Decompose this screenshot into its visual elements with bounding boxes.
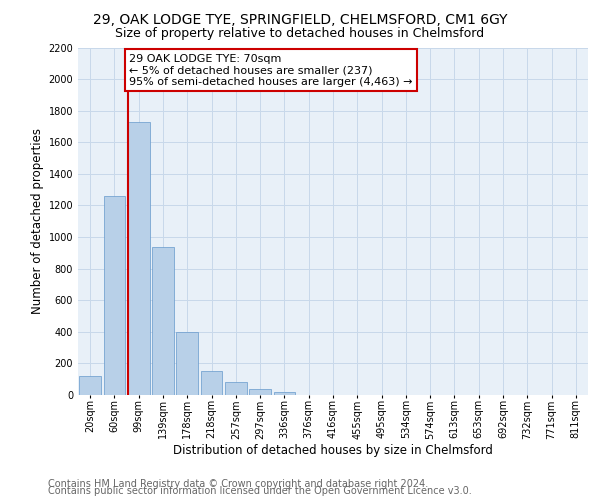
X-axis label: Distribution of detached houses by size in Chelmsford: Distribution of detached houses by size … bbox=[173, 444, 493, 457]
Text: 29 OAK LODGE TYE: 70sqm
← 5% of detached houses are smaller (237)
95% of semi-de: 29 OAK LODGE TYE: 70sqm ← 5% of detached… bbox=[129, 54, 413, 87]
Bar bbox=[176, 332, 198, 395]
Text: Size of property relative to detached houses in Chelmsford: Size of property relative to detached ho… bbox=[115, 28, 485, 40]
Bar bbox=[152, 246, 174, 395]
Text: Contains HM Land Registry data © Crown copyright and database right 2024.: Contains HM Land Registry data © Crown c… bbox=[48, 479, 428, 489]
Y-axis label: Number of detached properties: Number of detached properties bbox=[31, 128, 44, 314]
Bar bbox=[128, 122, 149, 395]
Text: 29, OAK LODGE TYE, SPRINGFIELD, CHELMSFORD, CM1 6GY: 29, OAK LODGE TYE, SPRINGFIELD, CHELMSFO… bbox=[93, 12, 507, 26]
Bar bbox=[104, 196, 125, 395]
Bar bbox=[249, 388, 271, 395]
Text: Contains public sector information licensed under the Open Government Licence v3: Contains public sector information licen… bbox=[48, 486, 472, 496]
Bar bbox=[274, 392, 295, 395]
Bar bbox=[225, 382, 247, 395]
Bar bbox=[200, 372, 223, 395]
Bar bbox=[79, 376, 101, 395]
